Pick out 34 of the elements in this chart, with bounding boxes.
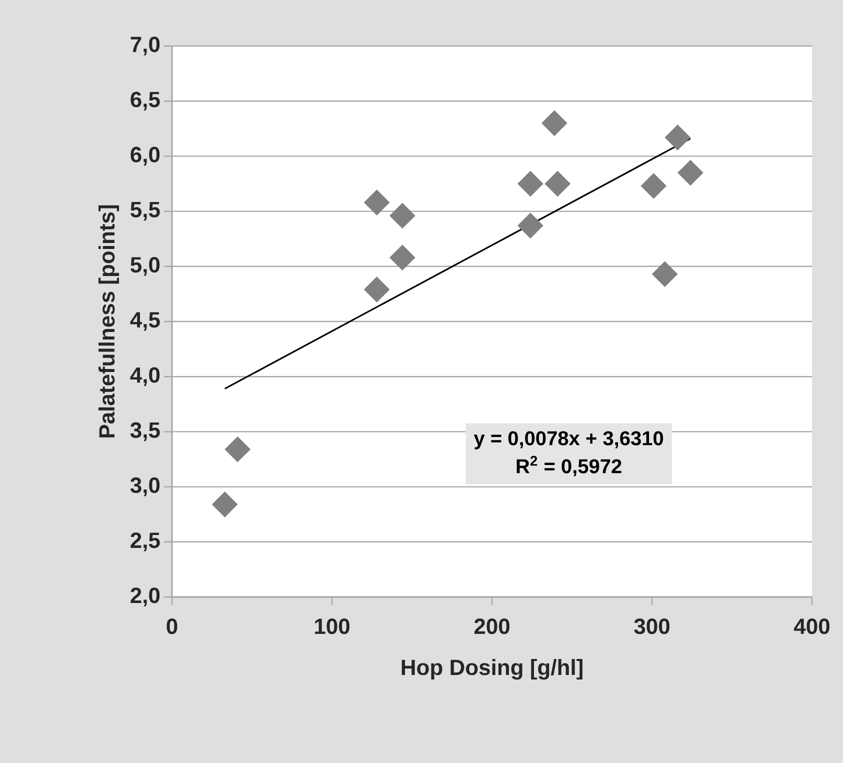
x-tick-label: 0: [166, 618, 178, 634]
y-axis-title: Palatefullness [points]: [98, 205, 120, 438]
y-tick-label: 4,0: [130, 367, 160, 386]
point: [664, 124, 691, 150]
x-tick-label: 400: [794, 618, 830, 634]
x-axis-title: Hop Dosing [g/hl]: [402, 659, 582, 680]
point: [677, 160, 704, 186]
point: [541, 110, 568, 136]
y-tick-label: 2,0: [130, 588, 160, 606]
annotation: R$^{2}$ = 0,5972: [516, 456, 622, 476]
point: [224, 436, 251, 462]
point: [364, 276, 390, 302]
point: [517, 170, 544, 197]
y-tick-label: 3,0: [130, 477, 160, 496]
y-tick-label: 6,5: [130, 92, 160, 110]
y-tick-label: 5,0: [130, 257, 160, 276]
y-tick-label: 4,5: [130, 312, 160, 331]
annotation: y = 0,0078x + 3,6310: [474, 431, 664, 450]
y-tick-label: 3,5: [130, 422, 160, 442]
point: [517, 212, 544, 239]
y-tick-label: 6,0: [130, 146, 160, 166]
point: [389, 202, 416, 229]
point: [364, 190, 390, 216]
point: [640, 173, 667, 199]
x-tick-label: 100: [315, 618, 350, 634]
y-tick-label: 7,0: [130, 36, 160, 56]
x-tick-label: 200: [474, 618, 510, 634]
y-tick-label: 2,5: [130, 532, 160, 552]
x-tick-label: 300: [634, 618, 670, 634]
point: [212, 492, 238, 518]
point: [389, 244, 416, 271]
point: [544, 170, 571, 197]
y-tick-label: 5,5: [130, 202, 160, 221]
point: [652, 261, 678, 288]
